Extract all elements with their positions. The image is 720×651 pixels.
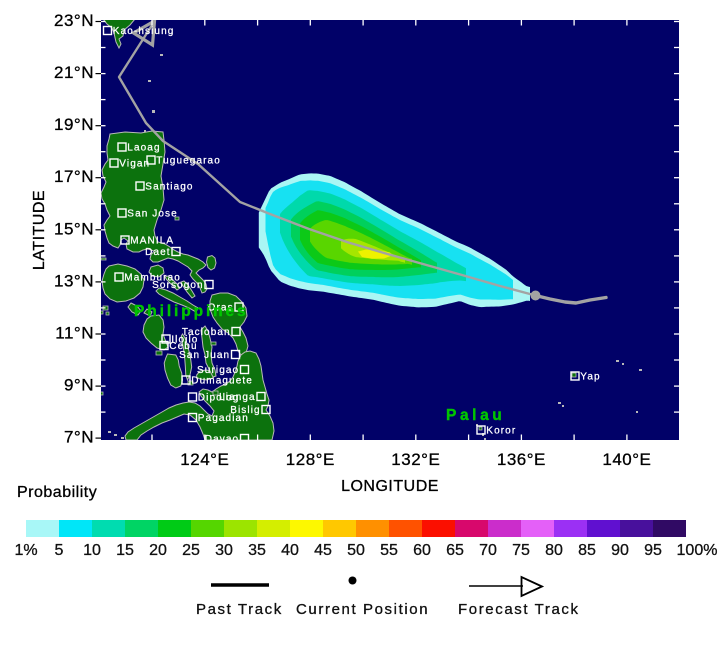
svg-text:Koror: Koror (486, 426, 516, 437)
svg-text:Yap: Yap (580, 372, 600, 383)
svg-text:Vigan: Vigan (119, 159, 150, 170)
svg-text:MANILA: MANILA (130, 236, 174, 247)
svg-text:15: 15 (116, 542, 134, 559)
svg-text:65: 65 (446, 542, 464, 559)
svg-text:Sorsogon: Sorsogon (152, 280, 204, 291)
svg-text:Tuguegarao: Tuguegarao (156, 156, 221, 167)
svg-text:Iloilo: Iloilo (171, 335, 198, 346)
svg-text:100%: 100% (677, 542, 718, 559)
svg-text:30: 30 (215, 542, 233, 559)
svg-text:21°N: 21°N (54, 63, 94, 82)
svg-text:Pagadian: Pagadian (198, 413, 249, 424)
svg-text:136°E: 136°E (497, 450, 546, 469)
svg-text:140°E: 140°E (602, 450, 651, 469)
svg-text:Tacloban: Tacloban (182, 327, 231, 338)
svg-text:10: 10 (83, 542, 101, 559)
svg-text:20: 20 (149, 542, 167, 559)
svg-text:Laoag: Laoag (127, 143, 160, 154)
svg-text:15°N: 15°N (54, 219, 94, 238)
svg-text:Dumaguete: Dumaguete (191, 376, 253, 387)
svg-text:Santiago: Santiago (145, 182, 193, 193)
svg-text:Probability: Probability (17, 484, 97, 501)
svg-text:Philippines: Philippines (134, 303, 249, 320)
svg-text:25: 25 (182, 542, 200, 559)
svg-text:95: 95 (644, 542, 662, 559)
svg-text:50: 50 (347, 542, 365, 559)
svg-text:LATITUDE: LATITUDE (31, 190, 48, 270)
svg-text:Cebu: Cebu (169, 341, 197, 352)
svg-text:Past Track: Past Track (196, 601, 283, 618)
svg-text:23°N: 23°N (54, 11, 94, 30)
svg-text:LONGITUDE: LONGITUDE (341, 478, 439, 495)
svg-text:124°E: 124°E (180, 450, 229, 469)
svg-text:17°N: 17°N (54, 167, 94, 186)
svg-text:Bislig: Bislig (230, 405, 261, 416)
svg-text:19°N: 19°N (54, 115, 94, 134)
svg-text:1%: 1% (14, 542, 37, 559)
svg-text:San Juan: San Juan (179, 350, 230, 361)
svg-text:85: 85 (578, 542, 596, 559)
svg-text:35: 35 (248, 542, 266, 559)
svg-text:7°N: 7°N (64, 428, 94, 447)
svg-text:75: 75 (512, 542, 530, 559)
svg-text:132°E: 132°E (391, 450, 440, 469)
svg-text:13°N: 13°N (54, 271, 94, 290)
svg-text:9°N: 9°N (64, 376, 94, 395)
svg-text:55: 55 (380, 542, 398, 559)
svg-text:Lianga: Lianga (219, 392, 256, 403)
svg-text:San Jose: San Jose (127, 209, 178, 220)
svg-text:60: 60 (413, 542, 431, 559)
svg-text:70: 70 (479, 542, 497, 559)
svg-text:Palau: Palau (446, 407, 505, 424)
svg-text:Surigao: Surigao (197, 365, 239, 376)
svg-text:45: 45 (314, 542, 332, 559)
svg-text:11°N: 11°N (55, 324, 94, 343)
svg-text:Current Position: Current Position (296, 601, 429, 618)
svg-text:5: 5 (55, 542, 64, 559)
svg-text:Mamburao: Mamburao (124, 273, 181, 284)
svg-text:Dipolog: Dipolog (198, 393, 240, 404)
svg-text:40: 40 (281, 542, 299, 559)
svg-text:128°E: 128°E (286, 450, 335, 469)
svg-text:Forecast Track: Forecast Track (458, 601, 580, 618)
svg-text:80: 80 (545, 542, 563, 559)
svg-text:Oras: Oras (208, 303, 234, 314)
svg-text:Kao-hsiung: Kao-hsiung (113, 26, 175, 37)
svg-text:90: 90 (611, 542, 629, 559)
svg-text:Daet: Daet (145, 247, 171, 258)
svg-text:Davao: Davao (205, 434, 239, 445)
